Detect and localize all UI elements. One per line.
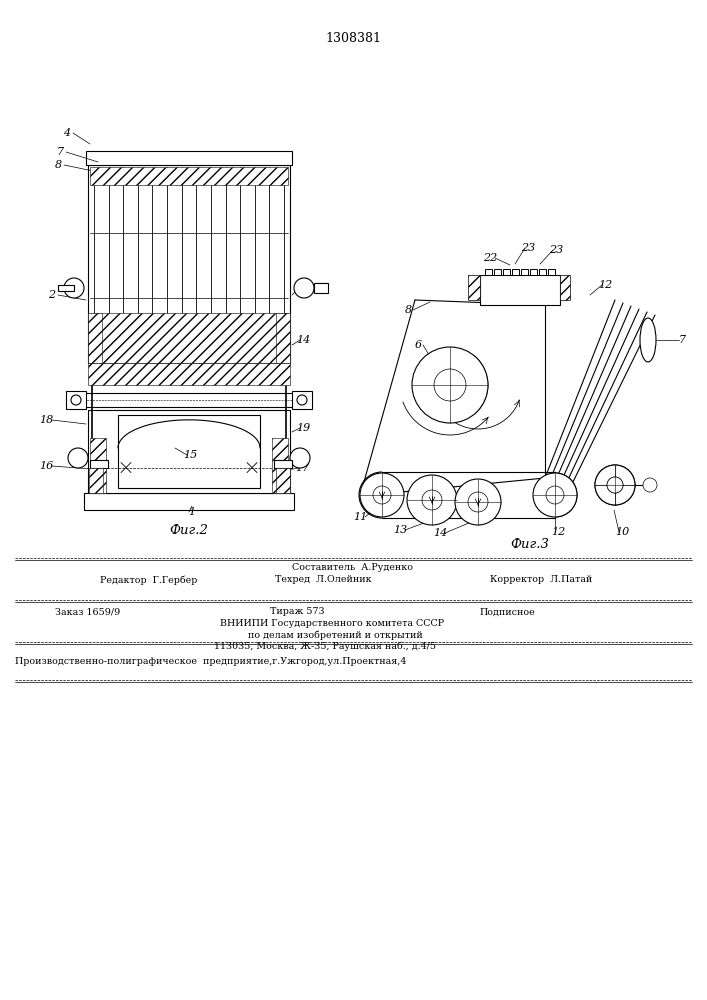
Text: по делам изобретений и открытий: по делам изобретений и открытий (248, 630, 423, 640)
Bar (503, 269, 510, 275)
Text: 1308381: 1308381 (325, 32, 381, 45)
Bar (88, 313, 102, 363)
Circle shape (595, 465, 635, 505)
Bar (314, 283, 328, 293)
Text: 10: 10 (615, 527, 629, 537)
Text: 6: 6 (414, 340, 421, 350)
Circle shape (643, 478, 657, 492)
Circle shape (412, 347, 488, 423)
Text: 23: 23 (521, 243, 535, 253)
Text: 23: 23 (549, 245, 563, 255)
Circle shape (407, 475, 457, 525)
Text: Техред  Л.Олейник: Техред Л.Олейник (275, 576, 372, 584)
Bar (560, 275, 570, 300)
Text: Фиг.3: Фиг.3 (510, 538, 549, 552)
Text: 1: 1 (189, 507, 196, 517)
Bar (480, 275, 560, 305)
Bar (84, 493, 294, 510)
Text: Редактор  Г.Гербер: Редактор Г.Гербер (100, 575, 197, 585)
Text: 8: 8 (404, 305, 411, 315)
Text: 2: 2 (49, 290, 56, 300)
Bar (88, 410, 290, 493)
Text: 11: 11 (353, 512, 367, 522)
Text: 14: 14 (433, 528, 447, 538)
Bar (539, 269, 546, 275)
Text: 12: 12 (551, 527, 565, 537)
Circle shape (71, 395, 81, 405)
Text: 22: 22 (483, 253, 497, 263)
Text: Составитель  А.Руденко: Составитель А.Руденко (293, 564, 414, 572)
Bar (530, 269, 537, 275)
Bar (292, 391, 312, 409)
Circle shape (297, 395, 307, 405)
Bar (90, 438, 106, 493)
Bar (521, 269, 528, 275)
Circle shape (607, 477, 623, 493)
Bar (90, 313, 288, 363)
Text: 7: 7 (679, 335, 686, 345)
Text: 16: 16 (39, 461, 53, 471)
Circle shape (455, 479, 501, 525)
Text: 113035, Москва, Ж-35, Раушская наб., д.4/5: 113035, Москва, Ж-35, Раушская наб., д.4… (214, 641, 436, 651)
Text: 19: 19 (296, 423, 310, 433)
Circle shape (68, 448, 88, 468)
Text: 3: 3 (296, 285, 303, 295)
Circle shape (294, 278, 314, 298)
Text: 7: 7 (57, 147, 64, 157)
Circle shape (422, 490, 442, 510)
Circle shape (64, 278, 84, 298)
Circle shape (546, 486, 564, 504)
Ellipse shape (640, 318, 656, 362)
Text: Фиг.2: Фиг.2 (170, 524, 209, 536)
Bar (468, 275, 480, 300)
Text: 14: 14 (296, 335, 310, 345)
Bar (58, 285, 74, 291)
Bar (90, 167, 288, 185)
Circle shape (290, 448, 310, 468)
Text: Подписное: Подписное (480, 607, 536, 616)
Circle shape (468, 492, 488, 512)
Text: ВНИИПИ Государственного комитета СССР: ВНИИПИ Государственного комитета СССР (220, 619, 444, 629)
Bar (88, 363, 290, 385)
Bar (276, 468, 290, 493)
Circle shape (595, 465, 635, 505)
Text: 8: 8 (54, 160, 62, 170)
Text: Корректор  Л.Патай: Корректор Л.Патай (490, 576, 592, 584)
Bar (118, 415, 260, 488)
Bar (494, 269, 501, 275)
Bar (512, 269, 519, 275)
Bar (485, 269, 492, 275)
Text: 15: 15 (183, 450, 197, 460)
Bar (272, 438, 288, 493)
Bar (86, 151, 292, 165)
Bar (274, 460, 292, 468)
Circle shape (533, 473, 577, 517)
Text: Тираж 573: Тираж 573 (270, 607, 325, 616)
Text: Производственно-полиграфическое  предприятие,г.Ужгород,ул.Проектная,4: Производственно-полиграфическое предприя… (15, 658, 407, 666)
Text: Заказ 1659/9: Заказ 1659/9 (55, 607, 120, 616)
Text: 18: 18 (39, 415, 53, 425)
Text: 13: 13 (393, 525, 407, 535)
Circle shape (607, 477, 623, 493)
Circle shape (360, 473, 404, 517)
Bar (89, 468, 103, 493)
Circle shape (373, 486, 391, 504)
Bar (68, 393, 310, 407)
Circle shape (434, 369, 466, 401)
Bar (276, 313, 290, 363)
Text: 17: 17 (295, 463, 309, 473)
Text: 12: 12 (598, 280, 612, 290)
Bar (66, 391, 86, 409)
Bar (90, 460, 108, 468)
Bar (548, 269, 555, 275)
Bar (88, 165, 290, 363)
Text: 4: 4 (64, 128, 71, 138)
